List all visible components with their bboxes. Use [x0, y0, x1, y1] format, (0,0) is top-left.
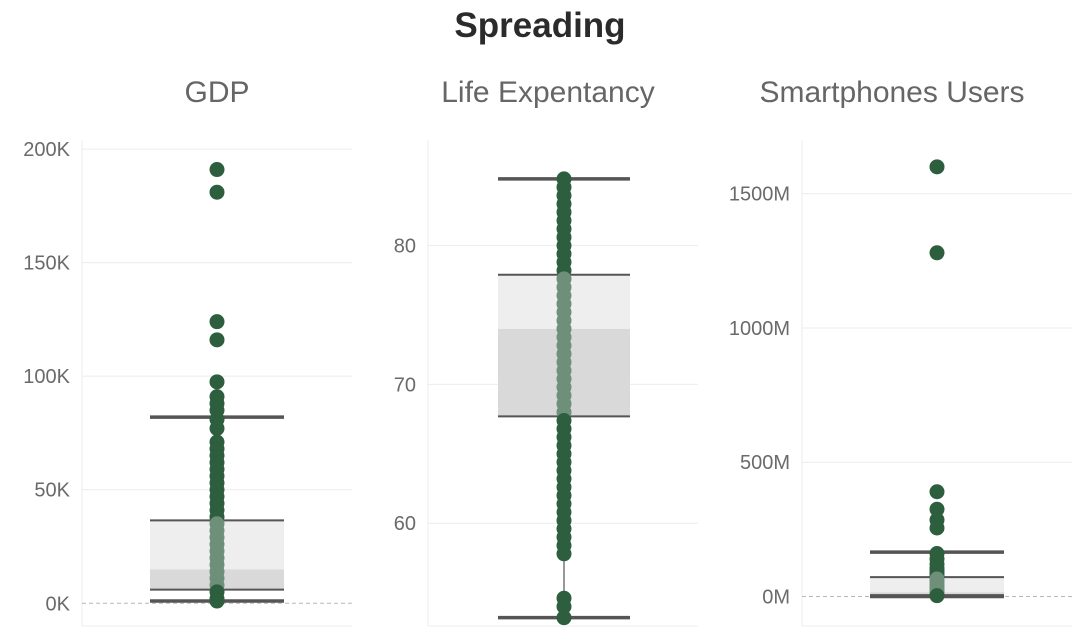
- gdp-data-point: [209, 184, 225, 200]
- smartphone-users-data-point: [929, 588, 945, 604]
- life-expectancy-tick-label: 80: [394, 236, 416, 258]
- gdp-data-point: [209, 332, 225, 348]
- gdp-data-point: [209, 314, 225, 330]
- smartphone-users-tick-label: 1000M: [729, 318, 790, 340]
- panel-title-gdp: GDP: [184, 76, 250, 109]
- smartphone-users-tick-label: 1500M: [729, 184, 790, 206]
- smartphone-users-data-point: [929, 501, 945, 517]
- gdp-data-point: [209, 162, 225, 178]
- gdp-data-point: [209, 420, 225, 436]
- smartphone-users-tick-label: 500M: [740, 452, 790, 474]
- gdp-tick-label: 200K: [23, 139, 70, 161]
- gdp-tick-label: 150K: [23, 253, 70, 275]
- smartphone-users-data-point: [929, 159, 945, 175]
- gdp-tick-label: 50K: [34, 480, 70, 502]
- smartphone-users-data-point: [929, 520, 945, 536]
- life-expectancy-data-point: [556, 546, 572, 562]
- life-expectancy-data-point: [556, 599, 572, 615]
- life-expectancy-tick-label: 60: [394, 513, 416, 535]
- smartphone-users-data-point: [929, 245, 945, 261]
- chart-title: Spreading: [454, 6, 626, 45]
- life-expectancy-data-point: [556, 610, 572, 626]
- panel-title-smartphone-users: Smartphones Users: [759, 76, 1025, 109]
- gdp-data-point: [209, 593, 225, 609]
- life-expectancy-tick-label: 70: [394, 374, 416, 396]
- smartphone-users-tick-label: 0M: [762, 586, 790, 608]
- gdp-data-point: [209, 374, 225, 390]
- panel-title-life-expectancy: Life Expentancy: [441, 76, 655, 109]
- gdp-tick-label: 0K: [46, 593, 71, 615]
- smartphone-users-data-point: [929, 484, 945, 500]
- gdp-tick-label: 100K: [23, 366, 70, 388]
